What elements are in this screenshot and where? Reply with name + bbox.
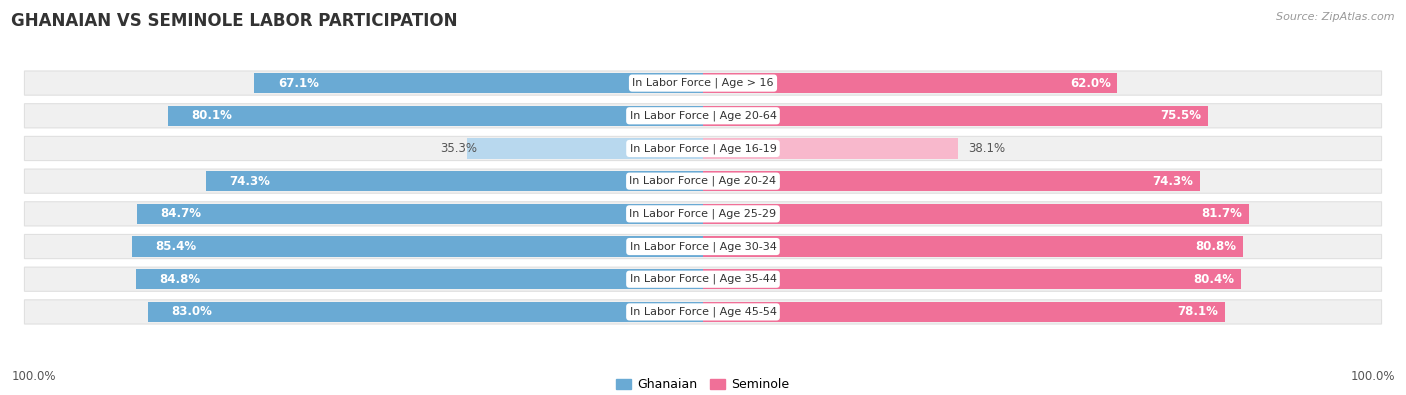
Bar (467, 138, 703, 159)
Text: 35.3%: 35.3% (440, 142, 477, 155)
FancyBboxPatch shape (24, 235, 1382, 259)
Legend: Ghanaian, Seminole: Ghanaian, Seminole (612, 373, 794, 395)
Text: In Labor Force | Age 20-24: In Labor Force | Age 20-24 (630, 176, 776, 186)
FancyBboxPatch shape (24, 71, 1382, 95)
Text: 74.3%: 74.3% (229, 175, 270, 188)
Text: 67.1%: 67.1% (278, 77, 319, 90)
Bar (148, 302, 703, 322)
Text: 100.0%: 100.0% (11, 370, 56, 383)
Text: In Labor Force | Age 45-54: In Labor Force | Age 45-54 (630, 307, 776, 317)
Text: In Labor Force | Age 30-34: In Labor Force | Age 30-34 (630, 241, 776, 252)
Text: Source: ZipAtlas.com: Source: ZipAtlas.com (1277, 12, 1395, 22)
Text: 83.0%: 83.0% (172, 305, 212, 318)
Bar (703, 204, 1249, 224)
Text: 75.5%: 75.5% (1160, 109, 1201, 122)
Bar (703, 171, 1199, 191)
Text: 62.0%: 62.0% (1070, 77, 1111, 90)
Bar (703, 269, 1240, 290)
Text: In Labor Force | Age 16-19: In Labor Force | Age 16-19 (630, 143, 776, 154)
Bar (703, 105, 1208, 126)
Text: In Labor Force | Age 25-29: In Labor Force | Age 25-29 (630, 209, 776, 219)
Text: 80.1%: 80.1% (191, 109, 232, 122)
Text: In Labor Force | Age 35-44: In Labor Force | Age 35-44 (630, 274, 776, 284)
Text: 81.7%: 81.7% (1202, 207, 1243, 220)
Text: 78.1%: 78.1% (1178, 305, 1219, 318)
Text: 100.0%: 100.0% (1350, 370, 1395, 383)
FancyBboxPatch shape (24, 300, 1382, 324)
Bar (167, 105, 703, 126)
Bar (254, 73, 703, 93)
Text: 84.8%: 84.8% (159, 273, 201, 286)
Text: 85.4%: 85.4% (156, 240, 197, 253)
Bar (132, 236, 703, 257)
Bar (136, 269, 703, 290)
Text: In Labor Force | Age 20-64: In Labor Force | Age 20-64 (630, 111, 776, 121)
Bar (136, 204, 703, 224)
FancyBboxPatch shape (24, 103, 1382, 128)
FancyBboxPatch shape (24, 169, 1382, 193)
Text: 74.3%: 74.3% (1152, 175, 1194, 188)
Text: 38.1%: 38.1% (967, 142, 1005, 155)
Bar (703, 73, 1118, 93)
Text: GHANAIAN VS SEMINOLE LABOR PARTICIPATION: GHANAIAN VS SEMINOLE LABOR PARTICIPATION (11, 12, 458, 30)
Text: 80.8%: 80.8% (1195, 240, 1236, 253)
FancyBboxPatch shape (24, 136, 1382, 160)
Bar (703, 302, 1225, 322)
Bar (703, 236, 1243, 257)
Bar (207, 171, 703, 191)
Text: In Labor Force | Age > 16: In Labor Force | Age > 16 (633, 78, 773, 88)
Text: 84.7%: 84.7% (160, 207, 201, 220)
Bar (703, 138, 957, 159)
FancyBboxPatch shape (24, 202, 1382, 226)
Text: 80.4%: 80.4% (1192, 273, 1234, 286)
FancyBboxPatch shape (24, 267, 1382, 292)
